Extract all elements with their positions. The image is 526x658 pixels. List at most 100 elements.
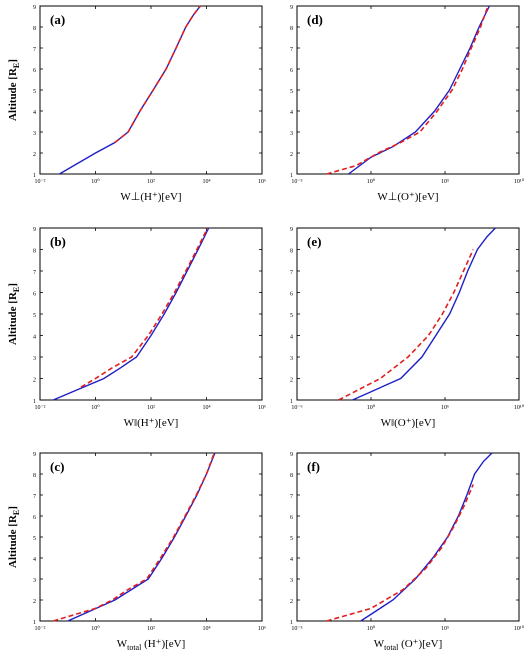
y-tick-label: 1 xyxy=(290,620,293,626)
y-tick-label: 7 xyxy=(290,47,293,53)
y-tick-label: 1 xyxy=(290,399,293,405)
x-tick-label: 10⁰ xyxy=(367,625,376,632)
y-tick-label: 5 xyxy=(33,89,36,95)
panel-label: (a) xyxy=(50,12,65,27)
x-tick-label: 10¹⁰ xyxy=(514,404,525,411)
x-tick-label: 10¹⁰ xyxy=(514,178,525,185)
panel-d: 1 2 3 4 5 6 7 8 9 10⁻⁵ 10⁰ 10⁵ 10¹⁰ (d) W⊥(O⁺)[eV] xyxy=(290,5,525,203)
y-tick-label: 3 xyxy=(33,131,36,137)
y-tick-label: 7 xyxy=(33,494,36,500)
y-tick-label: 1 xyxy=(33,173,36,179)
y-tick-label: 8 xyxy=(290,26,293,32)
axes-frame xyxy=(296,5,520,175)
y-tick-label: 6 xyxy=(33,68,36,74)
y-tick-label: 8 xyxy=(33,249,36,255)
x-tick-label: 10¹⁰ xyxy=(514,625,525,632)
panel-label: (d) xyxy=(307,12,323,27)
x-tick-label: 10⁶ xyxy=(258,626,266,632)
y-tick-label: 2 xyxy=(33,152,36,158)
y-tick-label: 6 xyxy=(33,292,36,298)
y-tick-label: 8 xyxy=(33,473,36,479)
panel-e: 1 2 3 4 5 6 7 8 9 10⁻⁶ 10⁰ 10⁶ 10¹⁰ (e) W‖(O⁺)[eV] xyxy=(290,227,525,429)
series-line-solid xyxy=(59,5,201,175)
panel-f: 1 2 3 4 5 6 7 8 9 10⁻⁵ 10⁰ 10⁵ 10¹⁰ (f) Wtotal (O⁺)[eV… xyxy=(290,452,525,652)
x-tick-label: 10⁶ xyxy=(258,179,266,185)
panel-label: (c) xyxy=(50,459,64,474)
x-tick-label: 10⁻² xyxy=(35,405,46,411)
x-axis-label: Wtotal (H⁺)[eV] xyxy=(117,638,186,652)
y-tick-label: 3 xyxy=(290,356,293,362)
axes-frame xyxy=(39,227,263,401)
y-tick-label: 2 xyxy=(290,599,293,605)
series-line-dashed xyxy=(114,5,201,144)
x-tick-label: 10⁵ xyxy=(441,179,449,185)
y-axis-label: Altitude [RE] xyxy=(7,506,21,568)
x-tick-label: 10⁴ xyxy=(202,405,210,411)
y-tick-label: 2 xyxy=(290,152,293,158)
series-line-dashed xyxy=(326,5,489,175)
y-tick-label: 9 xyxy=(290,452,293,458)
y-tick-label: 8 xyxy=(290,473,293,479)
y-tick-label: 2 xyxy=(33,378,36,384)
x-tick-label: 10⁻² xyxy=(35,179,46,185)
panel-b: 1 2 3 4 5 6 7 8 9 10⁻² 10⁰ 10² 10⁴ 10⁶ (b) W‖(H⁺)[eV] Al… xyxy=(7,227,266,429)
y-tick-label: 9 xyxy=(33,452,36,458)
series-line-dashed xyxy=(338,249,474,401)
y-tick-label: 7 xyxy=(290,494,293,500)
x-tick-label: 10⁻⁵ xyxy=(291,626,302,632)
x-tick-label: 10⁴ xyxy=(202,626,210,632)
series-line-solid xyxy=(52,227,210,401)
x-tick-label: 10⁰ xyxy=(91,404,100,411)
y-tick-label: 3 xyxy=(290,131,293,137)
y-tick-label: 7 xyxy=(290,270,293,276)
y-tick-label: 3 xyxy=(33,356,36,362)
x-tick-label: 10⁵ xyxy=(441,626,449,632)
y-tick-label: 6 xyxy=(290,515,293,521)
series-line-solid xyxy=(352,227,496,401)
x-axis-label: W⊥(H⁺)[eV] xyxy=(120,191,181,203)
y-tick-label: 1 xyxy=(290,173,293,179)
x-tick-label: 10⁰ xyxy=(91,625,100,632)
x-tick-label: 10⁰ xyxy=(367,404,376,411)
panel-a: 1 2 3 4 5 6 7 8 9 10⁻² 10⁰ 10² 10⁴ 10⁶ (a) W⊥(H⁺)[eV] Al… xyxy=(7,5,266,203)
axes-frame xyxy=(296,227,520,401)
y-tick-label: 6 xyxy=(290,292,293,298)
x-axis-label: Wtotal (O⁺)[eV] xyxy=(374,638,443,652)
x-tick-label: 10⁻⁶ xyxy=(291,405,302,411)
y-tick-label: 4 xyxy=(290,110,293,116)
axes-frame xyxy=(39,5,263,175)
x-axis-label: W‖(H⁺)[eV] xyxy=(124,417,179,429)
x-tick-label: 10² xyxy=(147,179,155,185)
y-tick-label: 3 xyxy=(33,578,36,584)
y-tick-label: 5 xyxy=(33,313,36,319)
series-line-solid xyxy=(360,452,493,622)
axes-frame xyxy=(39,452,263,622)
x-tick-label: 10⁻² xyxy=(35,626,46,632)
y-tick-label: 6 xyxy=(33,515,36,521)
panel-label: (b) xyxy=(50,234,66,249)
y-tick-label: 5 xyxy=(290,536,293,542)
y-tick-label: 1 xyxy=(33,399,36,405)
series-line-solid xyxy=(67,452,216,622)
series-line-dashed xyxy=(80,227,209,388)
y-tick-label: 7 xyxy=(33,270,36,276)
panel-label: (e) xyxy=(307,234,321,249)
y-tick-label: 8 xyxy=(33,26,36,32)
y-tick-label: 9 xyxy=(33,5,36,11)
y-tick-label: 5 xyxy=(290,313,293,319)
y-tick-label: 5 xyxy=(290,89,293,95)
x-tick-label: 10² xyxy=(147,405,155,411)
y-tick-label: 2 xyxy=(290,378,293,384)
y-tick-label: 2 xyxy=(33,599,36,605)
y-tick-label: 4 xyxy=(33,335,36,341)
y-tick-label: 9 xyxy=(290,227,293,233)
series-line-solid xyxy=(348,5,491,175)
y-tick-label: 6 xyxy=(290,68,293,74)
y-tick-label: 4 xyxy=(290,335,293,341)
y-tick-label: 4 xyxy=(33,110,36,116)
x-tick-label: 10⁻⁵ xyxy=(291,179,302,185)
y-tick-label: 5 xyxy=(33,536,36,542)
series-line-dashed xyxy=(326,484,474,622)
y-tick-label: 7 xyxy=(33,47,36,53)
